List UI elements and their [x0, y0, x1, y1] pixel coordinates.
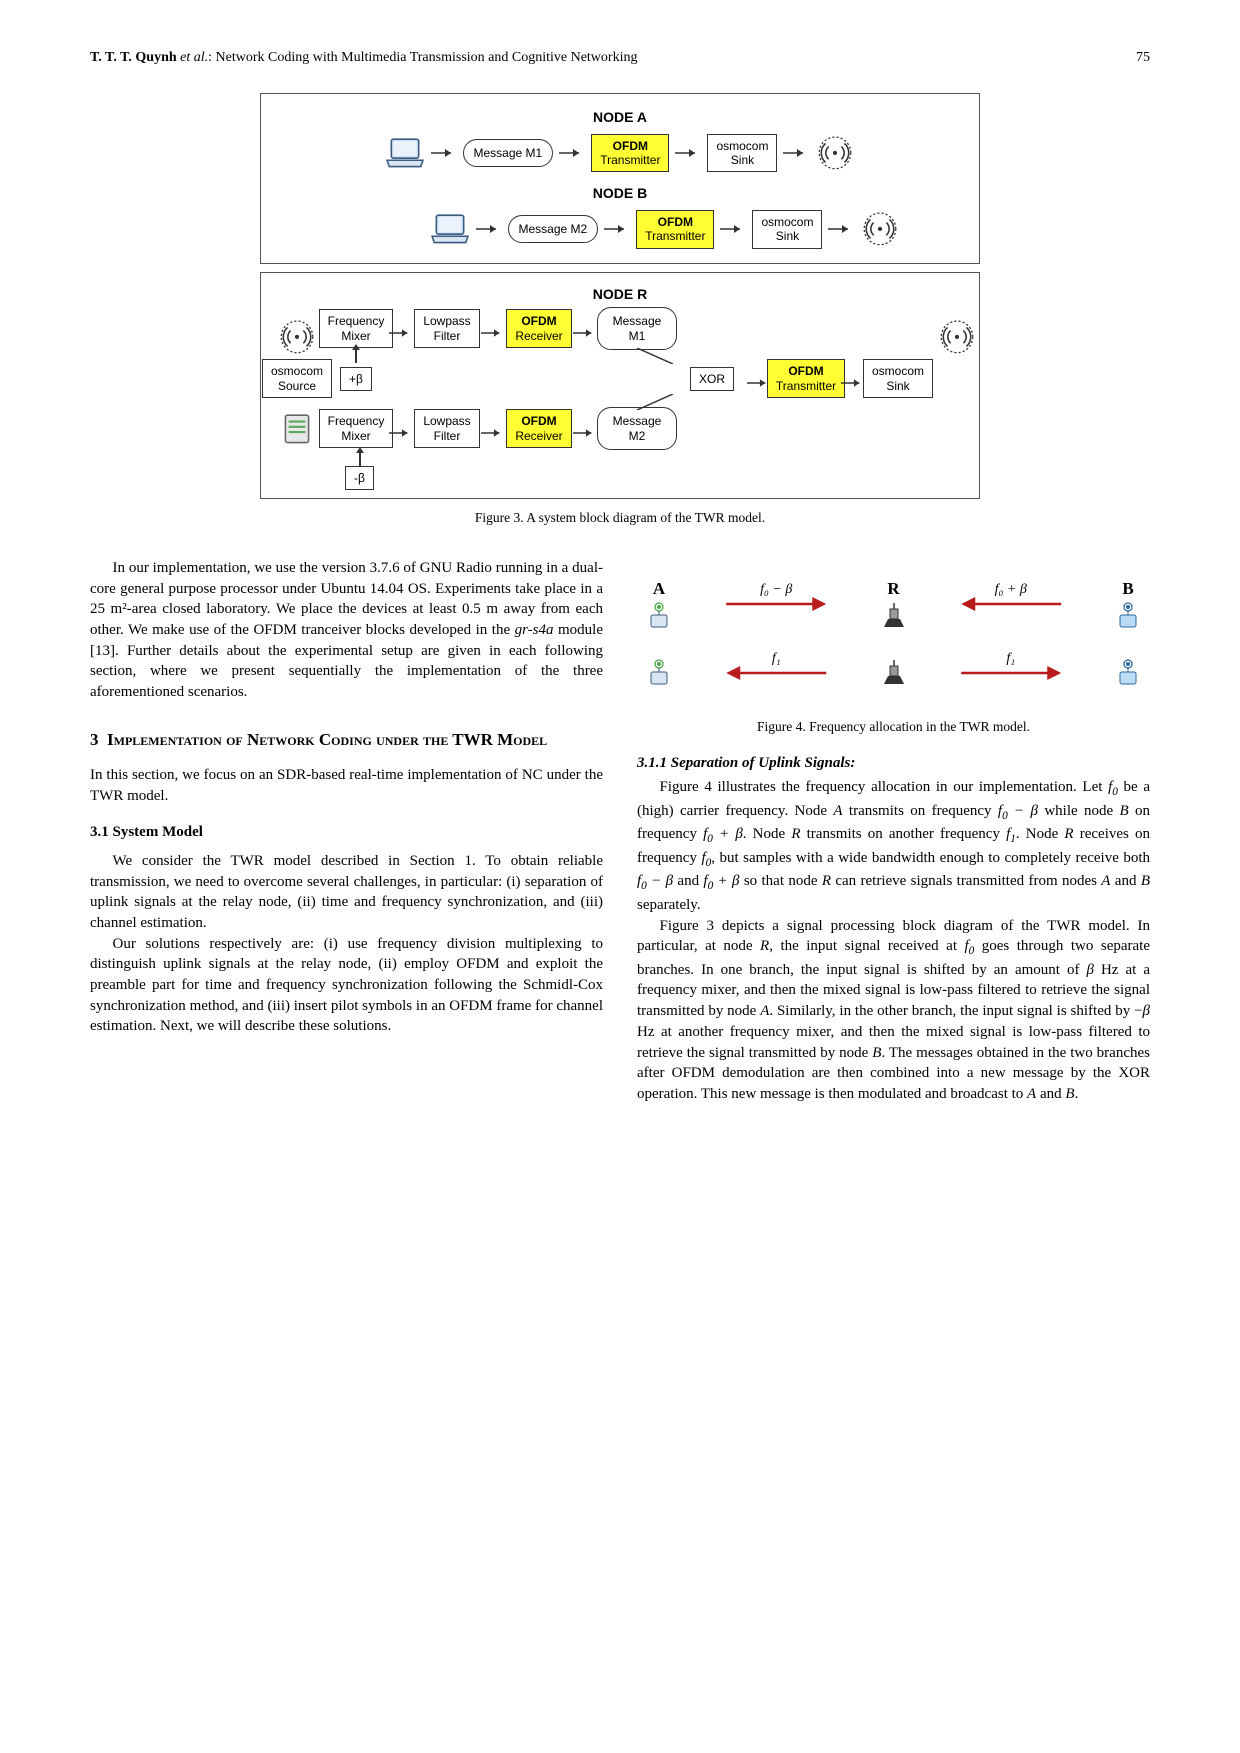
device-r — [880, 657, 908, 689]
para-3-1-a: We consider the TWR model described in S… — [90, 851, 603, 934]
arrow-icon — [481, 324, 505, 334]
connector-line — [355, 349, 357, 363]
arrow-icon — [828, 224, 854, 234]
minus-beta-row: -β — [331, 452, 969, 491]
page-number: 75 — [1136, 48, 1150, 67]
figure4-row2: f₁ f₁ — [645, 657, 1142, 689]
antenna-icon — [277, 320, 317, 354]
device-a-icon — [645, 600, 673, 632]
arrow-icon — [476, 224, 502, 234]
freq-mixer-block: FrequencyMixer — [319, 309, 394, 348]
para-3-1-1-a: Figure 4 illustrates the frequency alloc… — [637, 777, 1150, 915]
arrow-icon — [481, 424, 505, 434]
arrow-icon — [783, 148, 809, 158]
figure-4: A f₀ − β R f₀ + β — [637, 558, 1150, 737]
device-a: A — [645, 577, 673, 632]
section-3-heading: 3 Implementation of Network Coding under… — [90, 729, 603, 751]
node-a-title: NODE A — [279, 108, 961, 127]
subsection-3-1-heading: 3.1 System Model — [90, 822, 603, 843]
connector-line — [597, 348, 677, 364]
message-m1-block: Message M1 — [463, 139, 554, 167]
arrow-icon — [841, 374, 865, 384]
laptop-icon — [430, 212, 470, 246]
lowpass-block: LowpassFilter — [414, 409, 479, 448]
arrow-icon — [604, 224, 630, 234]
device-b — [1114, 657, 1142, 689]
para-implementation: In our implementation, we use the versio… — [90, 558, 603, 703]
antenna-icon — [937, 320, 977, 354]
message-m2-block: Message M2 — [597, 407, 677, 450]
figure-3: NODE A Message M1 OFDMTransmitter osmoco… — [260, 93, 980, 528]
osmocom-sink-block: osmocomSink — [863, 359, 933, 398]
arrow-icon — [431, 148, 457, 158]
ofdm-tx-block: OFDMTransmitter — [591, 134, 669, 173]
osmocom-sink-block: osmocomSink — [752, 210, 822, 249]
figure3-bottom-panel: NODE R FrequencyMixer LowpassFilter OFDM… — [260, 272, 980, 500]
node-r-diagram: FrequencyMixer LowpassFilter OFDMReceive… — [271, 310, 969, 448]
arrow-left-icon: f₁ — [677, 663, 876, 683]
arrow-icon — [675, 148, 701, 158]
message-m2-block: Message M2 — [508, 215, 599, 243]
ofdm-rx-block: OFDMReceiver — [506, 409, 571, 448]
server-icon — [277, 412, 317, 446]
connector-line — [359, 452, 361, 466]
body-columns: In our implementation, we use the versio… — [90, 558, 1150, 1105]
connector-line — [597, 394, 677, 410]
header-authors: T. T. T. Quynh — [90, 50, 177, 65]
right-column: A f₀ − β R f₀ + β — [637, 558, 1150, 1105]
ofdm-tx-block: OFDMTransmitter — [767, 359, 845, 398]
arrow-icon — [389, 324, 413, 334]
osmocom-source-block: osmocomSource — [262, 359, 332, 398]
running-header: T. T. T. Quynh et al.: Network Coding wi… — [90, 48, 1150, 67]
arrow-icon — [559, 148, 585, 158]
node-a-row: Message M1 OFDMTransmitter osmocomSink — [279, 134, 961, 173]
osmocom-sink-block: osmocomSink — [707, 134, 777, 173]
arrow-icon — [389, 424, 413, 434]
device-b-icon — [1114, 657, 1142, 689]
device-a-icon — [645, 657, 673, 689]
minus-beta-box: -β — [345, 466, 374, 491]
header-title-frag: : Network Coding with Multimedia Transmi… — [208, 50, 637, 65]
arrow-icon — [573, 424, 597, 434]
figure4-caption: Figure 4. Frequency allocation in the TW… — [637, 718, 1150, 737]
subsubsection-3-1-1-heading: 3.1.1 Separation of Uplink Signals: — [637, 753, 1150, 774]
message-m1-block: Message M1 — [597, 307, 677, 350]
arrow-icon — [573, 324, 597, 334]
device-b: B — [1114, 577, 1142, 632]
device-r: R — [880, 577, 908, 632]
arrow-right-icon: f₁ — [912, 663, 1111, 683]
arrow-right-icon: f₀ − β — [677, 594, 876, 614]
freq-mixer-block: FrequencyMixer — [319, 409, 394, 448]
header-etal: et al. — [180, 50, 208, 65]
ofdm-rx-block: OFDMReceiver — [506, 309, 571, 348]
antenna-icon — [815, 136, 855, 170]
para-3-1-b: Our solutions respectively are: (i) use … — [90, 934, 603, 1037]
header-left: T. T. T. Quynh et al.: Network Coding wi… — [90, 48, 637, 67]
figure4-diagram: A f₀ − β R f₀ + β — [637, 558, 1150, 708]
left-column: In our implementation, we use the versio… — [90, 558, 603, 1105]
device-r-icon — [880, 657, 908, 689]
device-r-icon — [880, 600, 908, 632]
device-b-icon — [1114, 600, 1142, 632]
figure3-caption: Figure 3. A system block diagram of the … — [260, 509, 980, 528]
figure4-row1: A f₀ − β R f₀ + β — [645, 577, 1142, 632]
xor-block: XOR — [690, 367, 734, 391]
para-3-1-1-b: Figure 3 depicts a signal processing blo… — [637, 916, 1150, 1105]
arrow-left-icon: f₀ + β — [912, 594, 1111, 614]
ofdm-tx-block: OFDMTransmitter — [636, 210, 714, 249]
arrow-icon — [720, 224, 746, 234]
section-3-intro: In this section, we focus on an SDR-base… — [90, 765, 603, 806]
device-a — [645, 657, 673, 689]
node-b-row: Message M2 OFDMTransmitter osmocomSink — [279, 210, 961, 249]
plus-beta-box: +β — [340, 367, 372, 392]
laptop-icon — [385, 136, 425, 170]
node-b-title: NODE B — [279, 184, 961, 203]
lowpass-block: LowpassFilter — [414, 309, 479, 348]
antenna-icon — [860, 212, 900, 246]
node-r-title: NODE R — [271, 285, 969, 304]
figure3-top-panel: NODE A Message M1 OFDMTransmitter osmoco… — [260, 93, 980, 263]
